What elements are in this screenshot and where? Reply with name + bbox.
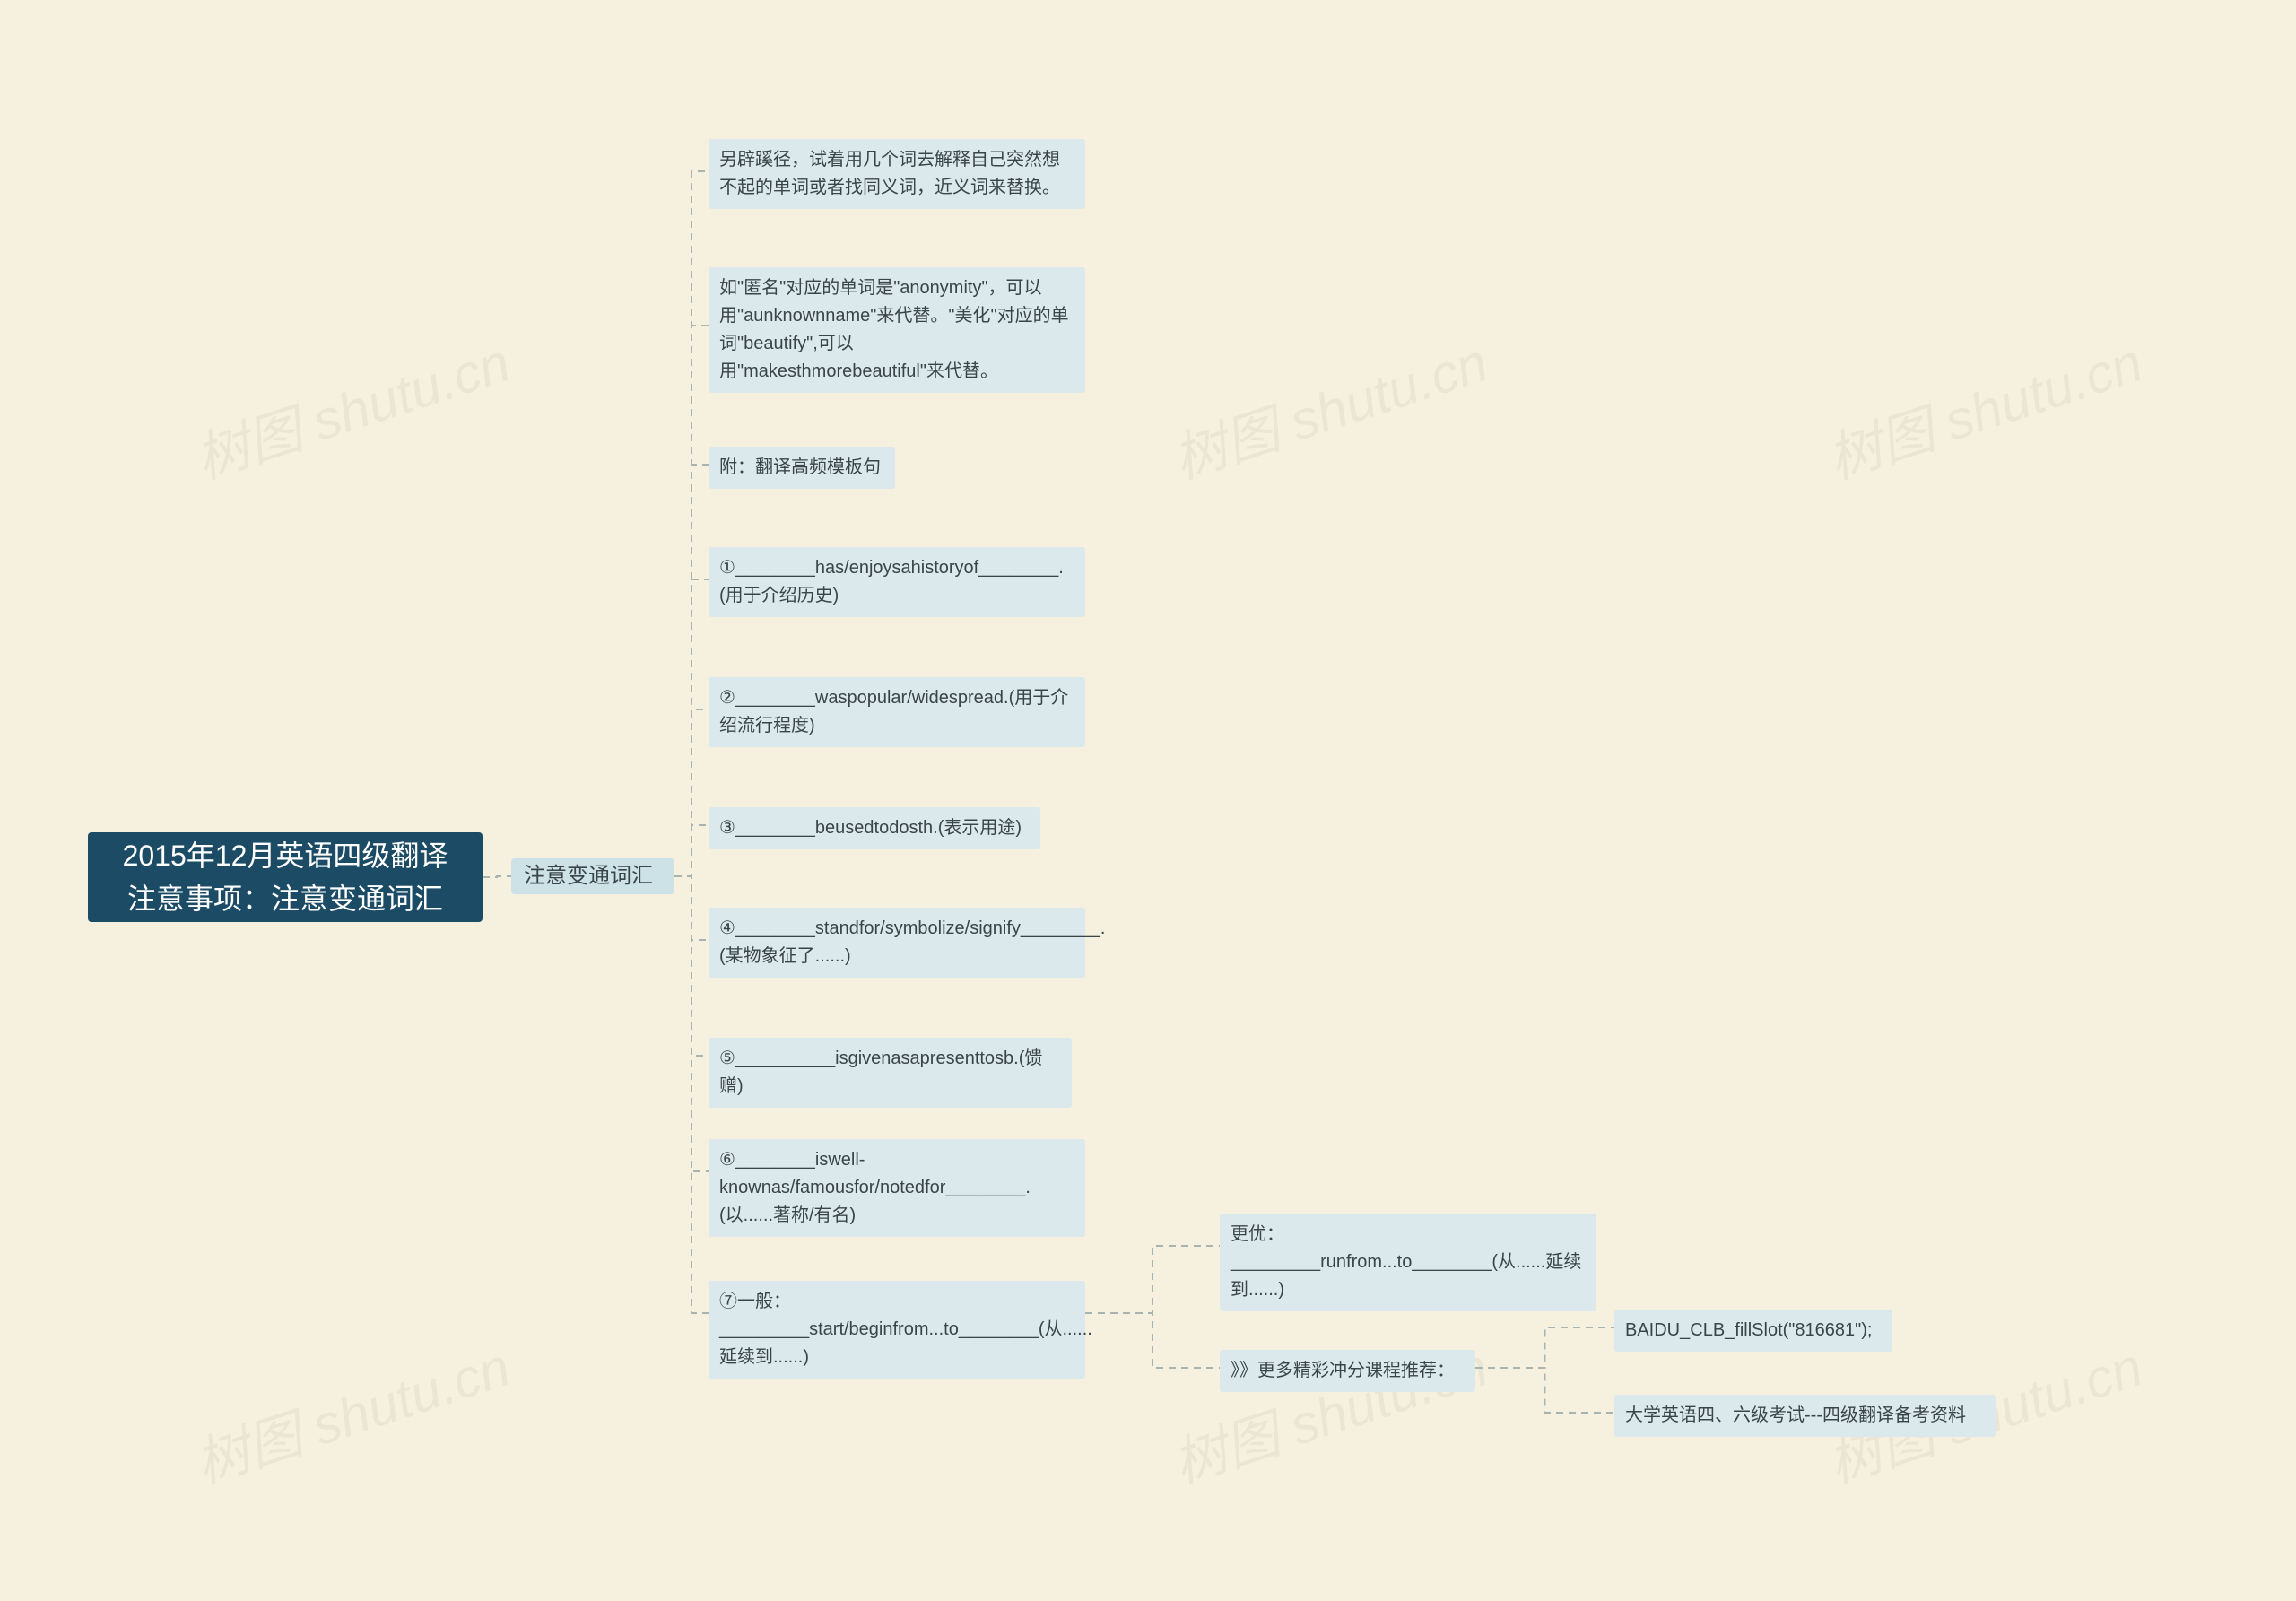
sub7-1-text: 》》更多精彩冲分课程推荐：	[1231, 1357, 1455, 1385]
sub7b-1-text: 大学英语四、六级考试---四级翻译备考资料	[1625, 1402, 1966, 1430]
leaf-4-text: ②________waspopular/widespread.(用于介绍流行程度…	[719, 684, 1074, 740]
sub7b-0: BAIDU_CLB_fillSlot("816681");	[1614, 1310, 1892, 1352]
leaf-1-text: 如"匿名"对应的单词是"anonymity"，可以用"aunknownname"…	[719, 274, 1074, 386]
leaf-1: 如"匿名"对应的单词是"anonymity"，可以用"aunknownname"…	[709, 267, 1085, 393]
leaf-4: ②________waspopular/widespread.(用于介绍流行程度…	[709, 677, 1085, 747]
sub7-1: 》》更多精彩冲分课程推荐：	[1220, 1350, 1475, 1392]
canvas-bg	[0, 0, 2296, 1601]
leaf-3: ①________has/enjoysahistoryof________.(用…	[709, 547, 1085, 617]
leaf-8-text: ⑥________iswell-knownas/famousfor/notedf…	[719, 1146, 1074, 1230]
leaf-2: 附：翻译高频模板句	[709, 447, 895, 489]
leaf-6: ④________standfor/symbolize/signify_____…	[709, 908, 1085, 978]
root-line1: 2015年12月英语四级翻译	[123, 840, 448, 872]
leaf-0-text: 另辟蹊径，试着用几个词去解释自己突然想不起的单词或者找同义词，近义词来替换。	[719, 146, 1074, 202]
leaf-5-text: ③________beusedtodosth.(表示用途)	[719, 814, 1022, 842]
leaf-9-text: ⑦一般：_________start/beginfrom...to_______…	[719, 1288, 1092, 1371]
sub7b-1: 大学英语四、六级考试---四级翻译备考资料	[1614, 1395, 1996, 1437]
branch-node: 注意变通词汇	[511, 858, 674, 894]
root-node: 2015年12月英语四级翻译 注意事项：注意变通词汇	[88, 832, 483, 922]
branch-label: 注意变通词汇	[524, 860, 653, 892]
leaf-8: ⑥________iswell-knownas/famousfor/notedf…	[709, 1139, 1085, 1237]
sub7-0: 更优：_________runfrom...to________(从......…	[1220, 1214, 1596, 1311]
leaf-2-text: 附：翻译高频模板句	[719, 454, 881, 482]
sub7-0-text: 更优：_________runfrom...to________(从......…	[1231, 1221, 1586, 1304]
root-line2: 注意事项：注意变通词汇	[127, 883, 443, 915]
leaf-9: ⑦一般：_________start/beginfrom...to_______…	[709, 1281, 1085, 1379]
leaf-7-text: ⑤__________isgivenasapresenttosb.(馈赠)	[719, 1045, 1061, 1101]
leaf-0: 另辟蹊径，试着用几个词去解释自己突然想不起的单词或者找同义词，近义词来替换。	[709, 139, 1085, 209]
leaf-7: ⑤__________isgivenasapresenttosb.(馈赠)	[709, 1038, 1072, 1108]
leaf-3-text: ①________has/enjoysahistoryof________.(用…	[719, 554, 1074, 610]
leaf-6-text: ④________standfor/symbolize/signify_____…	[719, 915, 1105, 970]
leaf-5: ③________beusedtodosth.(表示用途)	[709, 807, 1040, 849]
sub7b-0-text: BAIDU_CLB_fillSlot("816681");	[1625, 1317, 1872, 1344]
